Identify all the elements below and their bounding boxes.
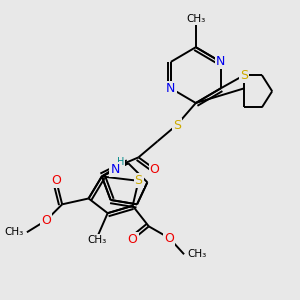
Text: O: O [164, 232, 174, 244]
Text: H: H [117, 157, 124, 167]
Text: O: O [150, 163, 160, 176]
Text: N: N [110, 163, 120, 176]
Text: O: O [41, 214, 51, 227]
Text: N: N [166, 82, 176, 95]
Text: O: O [51, 174, 61, 187]
Text: S: S [240, 69, 248, 82]
Text: N: N [216, 56, 226, 68]
Text: CH₃: CH₃ [186, 14, 206, 24]
Text: S: S [134, 174, 142, 187]
Text: S: S [173, 118, 181, 131]
Text: CH₃: CH₃ [5, 227, 24, 237]
Text: CH₃: CH₃ [88, 235, 107, 244]
Text: CH₃: CH₃ [187, 249, 206, 259]
Text: O: O [128, 233, 138, 246]
